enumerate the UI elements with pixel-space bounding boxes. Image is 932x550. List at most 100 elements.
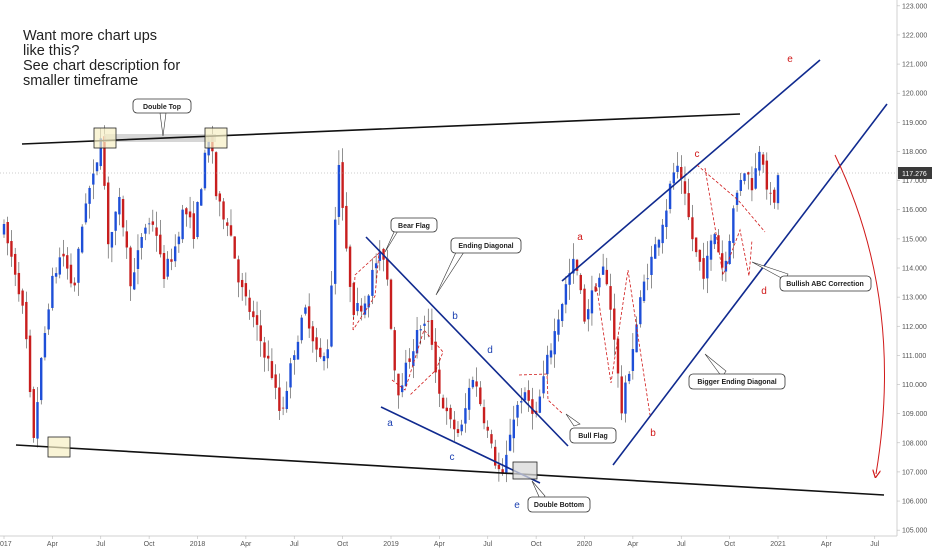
candle-up[interactable] — [114, 211, 117, 231]
candle-down[interactable] — [311, 326, 315, 342]
candle-down[interactable] — [493, 446, 497, 466]
candle-up[interactable] — [572, 258, 575, 274]
candle-down[interactable] — [170, 259, 173, 262]
candle-up[interactable] — [516, 404, 519, 418]
candle-up[interactable] — [110, 231, 114, 248]
candle-down[interactable] — [188, 211, 192, 218]
candle-up[interactable] — [546, 354, 549, 375]
candle-up[interactable] — [508, 434, 512, 451]
candle-up[interactable] — [415, 330, 419, 354]
candle-up[interactable] — [367, 295, 370, 308]
candle-down[interactable] — [453, 419, 456, 430]
candle-down[interactable] — [575, 259, 579, 271]
candle-up[interactable] — [95, 162, 99, 172]
candle-up[interactable] — [520, 401, 523, 403]
candle-down[interactable] — [21, 290, 24, 306]
candle-down[interactable] — [319, 347, 322, 358]
candle-up[interactable] — [133, 272, 136, 290]
candle-down[interactable] — [531, 399, 534, 414]
candle-down[interactable] — [486, 426, 489, 431]
candle-down[interactable] — [620, 376, 623, 414]
candle-up[interactable] — [304, 307, 307, 314]
double-top-right-box[interactable] — [204, 127, 228, 149]
candle-up[interactable] — [542, 376, 545, 394]
candle-down[interactable] — [747, 172, 750, 175]
candle-up[interactable] — [657, 239, 661, 248]
candle-down[interactable] — [185, 208, 188, 215]
candle-up[interactable] — [601, 266, 605, 275]
callout-double-bottom[interactable]: Double Bottom — [527, 496, 591, 513]
candle-up[interactable] — [181, 209, 184, 240]
candle-up[interactable] — [646, 278, 649, 280]
candle-down[interactable] — [769, 192, 772, 194]
candle-down[interactable] — [281, 407, 285, 409]
candle-up[interactable] — [333, 219, 337, 284]
candle-down[interactable] — [765, 160, 769, 190]
candle-up[interactable] — [363, 303, 367, 315]
candle-down[interactable] — [434, 341, 437, 373]
candle-up[interactable] — [598, 277, 601, 288]
candle-down[interactable] — [315, 337, 318, 350]
candle-down[interactable] — [583, 288, 586, 322]
candle-up[interactable] — [557, 319, 560, 335]
candle-down[interactable] — [252, 311, 255, 318]
candle-up[interactable] — [136, 250, 140, 269]
candle-up[interactable] — [590, 290, 594, 314]
candle-up[interactable] — [732, 208, 735, 243]
candle-up[interactable] — [118, 196, 121, 215]
candle-up[interactable] — [40, 357, 43, 401]
candle-down[interactable] — [389, 279, 393, 329]
candle-up[interactable] — [627, 373, 631, 382]
candle-up[interactable] — [713, 234, 716, 245]
candle-up[interactable] — [568, 273, 571, 285]
candle-down[interactable] — [10, 241, 13, 257]
candle-down[interactable] — [456, 429, 460, 434]
candle-up[interactable] — [728, 240, 731, 265]
candle-up[interactable] — [661, 224, 664, 244]
candle-down[interactable] — [218, 193, 222, 202]
candle-down[interactable] — [698, 249, 702, 262]
candle-up[interactable] — [371, 269, 374, 296]
candle-down[interactable] — [274, 374, 277, 388]
candle-down[interactable] — [73, 282, 76, 286]
candle-down[interactable] — [214, 152, 218, 197]
candle-down[interactable] — [527, 390, 530, 401]
candle-down[interactable] — [393, 330, 396, 371]
candle-up[interactable] — [36, 402, 39, 439]
candle-up[interactable] — [758, 151, 761, 171]
candle-up[interactable] — [58, 257, 62, 275]
candle-up[interactable] — [92, 173, 95, 185]
candle-up[interactable] — [84, 203, 88, 223]
candle-down[interactable] — [427, 320, 430, 322]
low-2017-box[interactable] — [47, 436, 71, 458]
candle-up[interactable] — [676, 165, 679, 172]
candle-up[interactable] — [538, 396, 542, 413]
candle-up[interactable] — [505, 454, 508, 473]
candle-down[interactable] — [162, 253, 166, 280]
candle-down[interactable] — [125, 231, 128, 248]
candle-down[interactable] — [750, 178, 754, 191]
candle-down[interactable] — [151, 221, 155, 225]
candle-down[interactable] — [6, 221, 9, 244]
candle-down[interactable] — [720, 253, 724, 268]
ending-diagonal-upper-line[interactable] — [365, 236, 569, 447]
candle-up[interactable] — [404, 362, 408, 387]
callout-bigger-ending-diagonal[interactable]: Bigger Ending Diagonal — [688, 373, 786, 390]
candle-down[interactable] — [441, 397, 445, 409]
candle-up[interactable] — [285, 390, 289, 410]
candle-down[interactable] — [430, 320, 434, 345]
candle-down[interactable] — [25, 301, 28, 340]
candle-up[interactable] — [672, 172, 676, 184]
candle-down[interactable] — [717, 235, 720, 253]
candle-down[interactable] — [278, 387, 281, 411]
candle-up[interactable] — [177, 236, 181, 245]
candle-down[interactable] — [66, 255, 69, 269]
candle-down[interactable] — [609, 286, 612, 310]
candle-up[interactable] — [54, 273, 58, 277]
candle-down[interactable] — [490, 434, 493, 444]
time-axis[interactable]: 017 Apr Jul Oct 2018 Apr Jul Oct 2019 Apr Jul Oct 20… — [0, 536, 880, 548]
candle-down[interactable] — [408, 358, 411, 362]
candle-up[interactable] — [144, 227, 147, 234]
candle-up[interactable] — [2, 224, 6, 235]
candle-up[interactable] — [624, 382, 627, 414]
